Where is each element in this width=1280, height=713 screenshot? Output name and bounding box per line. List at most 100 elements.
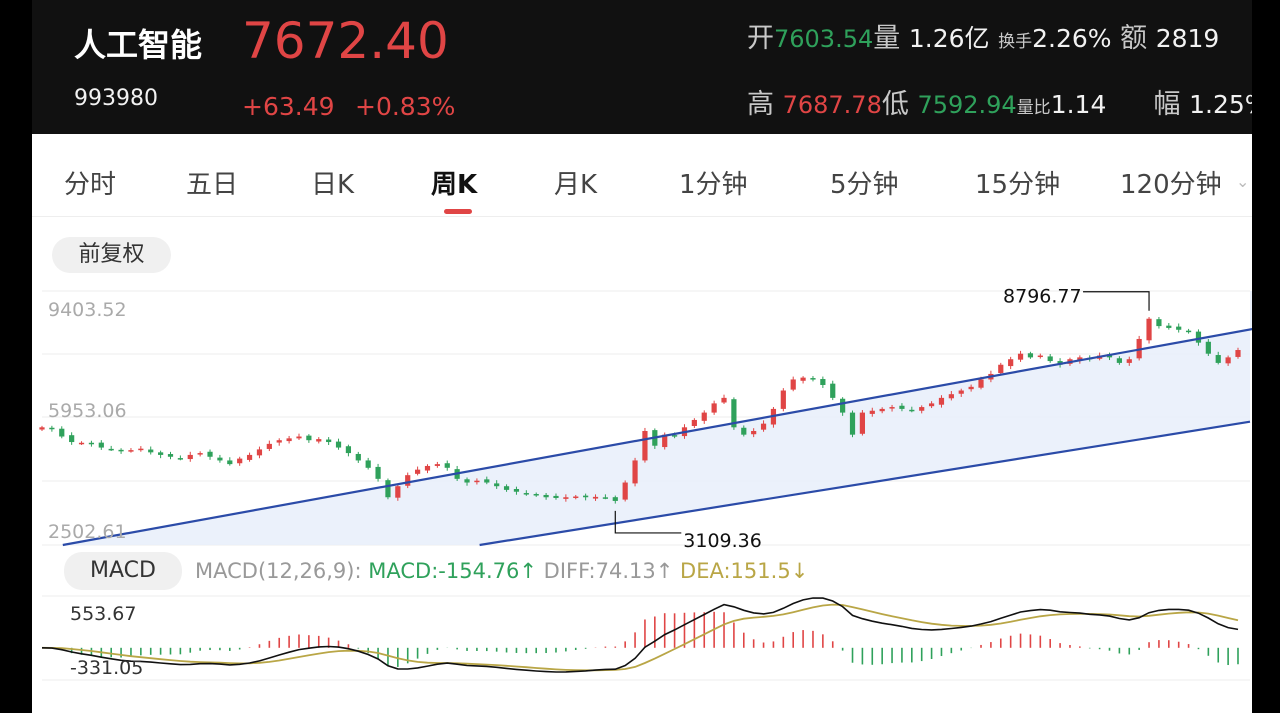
candle — [899, 405, 905, 409]
index-code: 993980 — [74, 86, 158, 111]
tab-1-minute[interactable]: 1分钟 — [679, 170, 748, 200]
indicator-selector-button[interactable]: MACD — [64, 552, 182, 590]
candle — [533, 494, 539, 496]
price-axis-min: 2502.61 — [48, 521, 127, 543]
candle — [98, 442, 104, 448]
macd-value: MACD:-154.76 — [368, 559, 520, 583]
candle — [760, 423, 767, 430]
candle — [592, 496, 599, 499]
candle — [1215, 355, 1221, 363]
candle — [513, 489, 520, 492]
candle — [800, 377, 806, 381]
candle — [444, 463, 450, 468]
candle — [701, 412, 707, 421]
tab-intraday[interactable]: 分时 — [64, 170, 117, 200]
diff-value: DIFF:74.13 — [543, 559, 656, 583]
candle — [721, 397, 727, 403]
candle — [612, 497, 618, 501]
candle — [1205, 341, 1211, 354]
candle — [494, 483, 500, 487]
tab-daily-k[interactable]: 日K — [311, 170, 355, 200]
candle — [316, 439, 322, 442]
candle — [434, 464, 440, 466]
dea-value: DEA:151.5 — [680, 559, 791, 583]
candle — [49, 427, 55, 430]
candle — [1008, 359, 1014, 367]
candle — [1166, 325, 1172, 328]
candle — [919, 407, 925, 411]
candle — [1146, 318, 1152, 341]
candle — [731, 399, 737, 428]
candle — [405, 475, 411, 486]
volume-ratio-label: 量比 — [1016, 98, 1051, 118]
candle — [108, 448, 114, 451]
candle — [909, 409, 915, 412]
amplitude-label: 幅 — [1153, 89, 1181, 120]
candle — [840, 398, 846, 413]
dea-line — [41, 603, 1239, 672]
candle — [217, 457, 223, 461]
quote-header: 人工智能 993980 7672.40 +63.49 +0.83% 开7603.… — [32, 0, 1252, 134]
candle — [978, 379, 984, 388]
candle — [662, 434, 668, 448]
candle — [938, 397, 945, 405]
candle — [820, 379, 826, 385]
macd-params: MACD(12,26,9): — [195, 559, 362, 583]
price-change-percent: +0.83% — [355, 92, 456, 121]
candle — [671, 435, 678, 437]
volume-ratio-value: 1.14 — [1050, 90, 1107, 119]
candle — [1037, 355, 1043, 358]
up-arrow-icon: ↑ — [655, 559, 674, 583]
candle — [286, 438, 292, 442]
tab-monthly-k[interactable]: 月K — [554, 170, 598, 200]
macd-legend: MACD(12,26,9): MACD:-154.76↑ DIFF:74.13↑… — [195, 559, 808, 583]
candle — [1077, 357, 1083, 361]
kline-chart: 9403.52 5953.06 2502.61 8796.77 3109.36 … — [39, 286, 1252, 681]
candle — [869, 410, 875, 414]
candle — [187, 454, 193, 460]
candle — [1027, 353, 1034, 358]
low-label: 低 — [881, 89, 909, 120]
candle — [751, 430, 757, 435]
active-tab-indicator — [444, 209, 472, 214]
candle — [642, 430, 648, 461]
candle — [148, 449, 154, 453]
candle — [395, 486, 401, 498]
candle — [691, 419, 697, 426]
candle — [622, 482, 628, 500]
candle — [958, 390, 964, 394]
candle — [424, 465, 431, 471]
turnover-value: 2.26% — [1032, 24, 1112, 53]
candle — [227, 460, 233, 465]
candle — [602, 497, 609, 499]
period-tabs: 分时 五日 日K 周K 月K 1分钟 5分钟 15分钟 120分钟 ⌄ — [32, 150, 1252, 217]
candle — [276, 440, 282, 443]
candle — [464, 479, 470, 483]
candle — [741, 427, 747, 435]
tab-120-minute[interactable]: 120分钟 — [1120, 170, 1222, 200]
macd-histogram — [51, 611, 1239, 667]
candle — [177, 458, 183, 460]
candle — [474, 480, 480, 483]
chevron-down-icon[interactable]: ⌄ — [1236, 172, 1250, 191]
high-value: 7687.78 — [782, 91, 882, 119]
candle — [256, 449, 263, 456]
candle — [1017, 353, 1024, 360]
candle — [1116, 358, 1122, 363]
candle — [573, 496, 579, 499]
candle — [583, 495, 589, 498]
tab-15-minute[interactable]: 15分钟 — [975, 170, 1061, 200]
candle — [355, 453, 361, 461]
high-label: 高 — [747, 89, 774, 120]
stats-row-1: 开7603.54量 1.26亿 换手2.26% 额 2819 — [747, 16, 1219, 55]
candle — [948, 394, 954, 399]
tab-5-minute[interactable]: 5分钟 — [830, 170, 899, 200]
candle — [78, 442, 85, 445]
tab-five-day[interactable]: 五日 — [186, 170, 239, 200]
candle — [365, 460, 371, 468]
adjust-mode-button[interactable]: 前复权 — [52, 237, 171, 273]
open-value: 7603.54 — [774, 25, 874, 53]
tab-weekly-k[interactable]: 周K — [431, 170, 478, 200]
up-arrow-icon: ↑ — [519, 559, 537, 583]
volume-label: 量 — [873, 23, 901, 54]
